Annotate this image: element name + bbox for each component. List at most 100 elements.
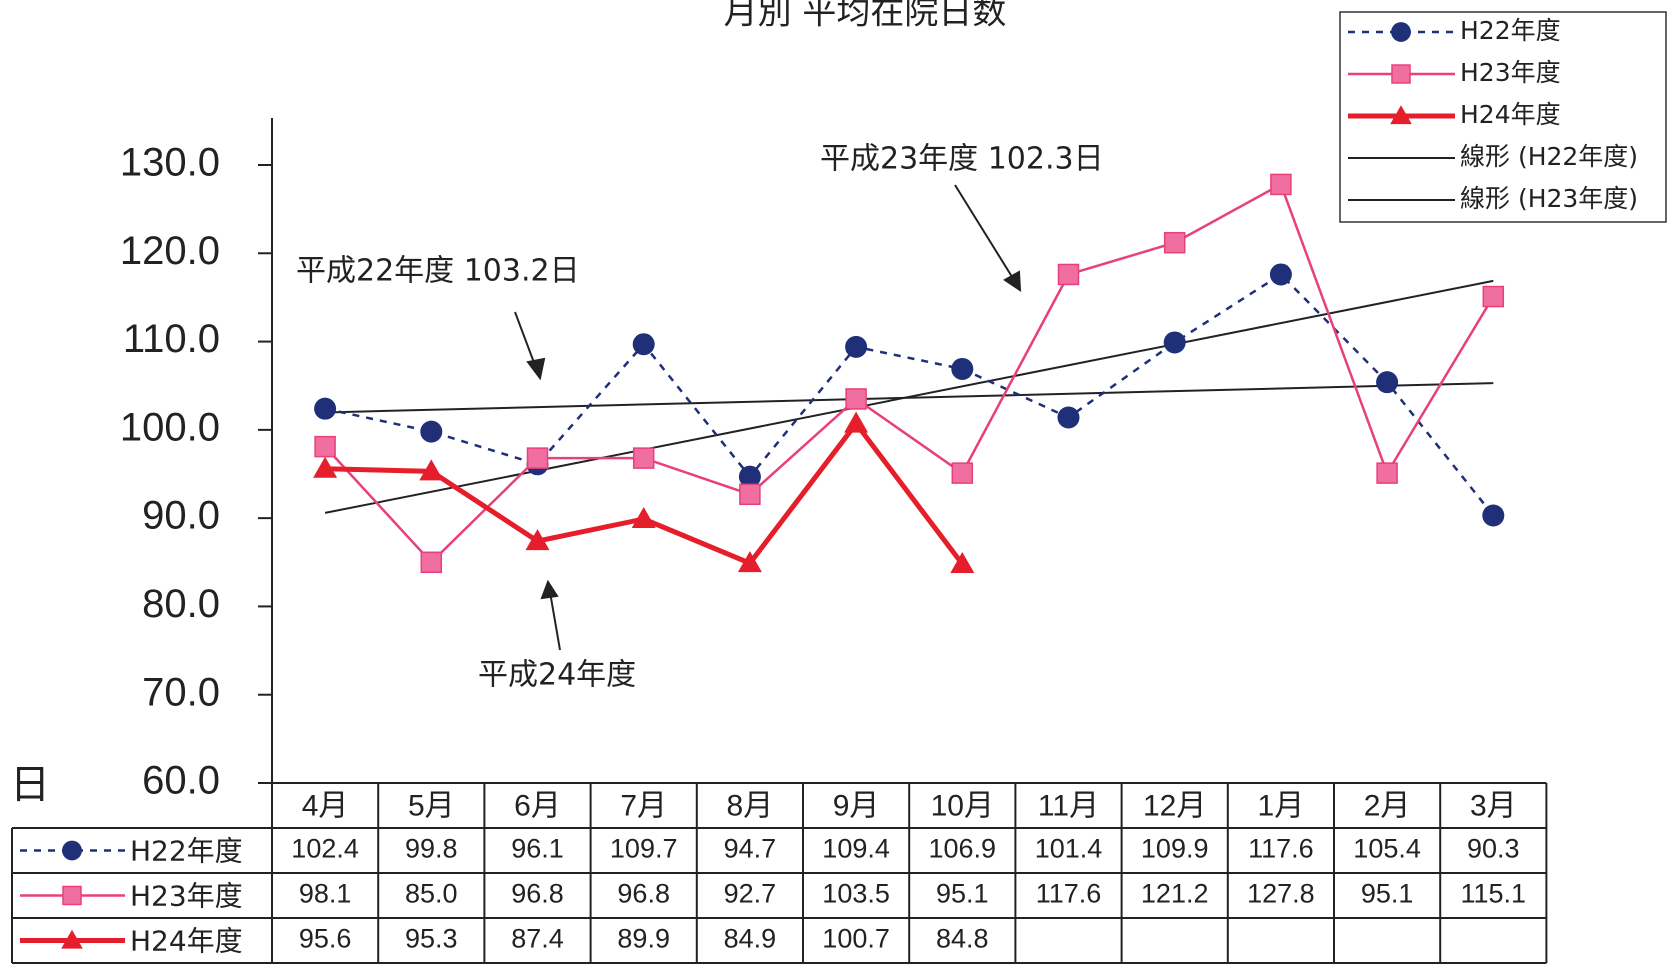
point	[314, 397, 337, 420]
row-label: H23年度	[130, 880, 243, 913]
point	[1376, 462, 1398, 484]
table-cell: 117.6	[1248, 834, 1314, 864]
table-cell: 105.4	[1353, 834, 1421, 864]
legend-label: 線形 (H22年度)	[1460, 142, 1638, 171]
table-cell: 95.1	[1361, 879, 1414, 909]
table-cell: 95.3	[405, 924, 458, 954]
table-cell: 96.8	[511, 879, 564, 909]
row-label: H24年度	[130, 925, 243, 958]
point	[737, 551, 762, 573]
point	[632, 333, 655, 356]
series-line	[324, 272, 1495, 517]
table-cell: 90.3	[1467, 834, 1520, 864]
point	[950, 552, 975, 574]
annotation: 平成23年度 102.3日	[820, 142, 1104, 177]
table-cell: 92.7	[724, 879, 777, 909]
point	[62, 885, 82, 906]
x-tick-label: 3月	[1470, 789, 1517, 822]
y-tick-label: 90.0	[142, 494, 220, 538]
x-tick-label: 10月	[931, 789, 994, 822]
point	[845, 388, 867, 410]
point	[951, 462, 974, 484]
point	[1482, 504, 1505, 527]
table-cell: 109.7	[610, 834, 678, 864]
y-tick-label: 120.0	[120, 229, 220, 273]
y-tick-label: 130.0	[120, 141, 220, 185]
x-tick-label: 2月	[1364, 789, 1411, 822]
table-cell: 96.1	[511, 834, 564, 864]
point	[419, 459, 444, 481]
x-tick-label: 12月	[1143, 789, 1206, 822]
point	[313, 456, 338, 478]
table-cell: 101.4	[1035, 834, 1103, 864]
arrow	[549, 591, 561, 651]
point	[526, 447, 549, 469]
point	[1482, 285, 1505, 308]
y-tick-label: 70.0	[142, 670, 220, 714]
table-cell: 96.8	[617, 879, 670, 909]
x-tick-label: 7月	[620, 789, 667, 822]
point	[420, 420, 443, 443]
annotation: 平成22年度 103.2日	[296, 254, 580, 289]
arrow-head	[1003, 270, 1022, 292]
annotation: 平成24年度	[478, 658, 636, 693]
point	[1163, 331, 1186, 354]
table-cell: 127.8	[1247, 879, 1315, 909]
table-cell: 94.7	[724, 834, 777, 864]
y-tick-label: 80.0	[142, 582, 220, 626]
table-cell: 103.5	[822, 879, 890, 909]
table-cell: 84.9	[724, 924, 777, 954]
point	[631, 507, 656, 529]
x-tick-label: 4月	[302, 789, 349, 822]
point	[632, 447, 655, 469]
table-cell: 100.7	[822, 924, 890, 954]
table-cell: 106.9	[929, 834, 997, 864]
x-tick-label: 8月	[727, 789, 774, 822]
arrow	[954, 184, 1015, 281]
table-cell: 87.4	[511, 924, 564, 954]
x-tick-label: 5月	[408, 789, 455, 822]
y-tick-label: 110.0	[123, 317, 220, 361]
x-tick-label: 11月	[1038, 789, 1099, 822]
chart-title: 月別 平均在院日数	[724, 0, 1007, 33]
point	[1057, 263, 1080, 286]
point	[1376, 371, 1399, 394]
table-cell: 95.6	[299, 924, 352, 954]
arrows	[514, 184, 1022, 651]
arrow-head	[526, 357, 546, 381]
point	[1163, 231, 1186, 254]
x-tick-label: 1月	[1258, 789, 1305, 822]
point	[1390, 105, 1412, 125]
table-cell: 121.2	[1141, 879, 1209, 909]
point	[420, 551, 443, 574]
point	[1270, 173, 1292, 196]
point	[845, 335, 868, 358]
series-line	[324, 182, 1495, 565]
y-unit: 日	[10, 762, 50, 808]
point	[525, 529, 550, 551]
table-cell: 84.8	[936, 924, 989, 954]
point	[1391, 22, 1411, 42]
point	[1057, 406, 1080, 429]
table-cell: 117.6	[1036, 879, 1102, 909]
table-cell: 109.4	[822, 834, 890, 864]
arrow	[514, 311, 537, 369]
point	[61, 929, 83, 949]
arrow-head	[540, 579, 559, 600]
table-cell: 98.1	[299, 879, 352, 909]
table-cell: 99.8	[405, 834, 458, 864]
x-tick-label: 6月	[514, 789, 561, 822]
y-tick-label: 60.0	[142, 759, 220, 803]
legend-label: H24年度	[1460, 100, 1561, 129]
point	[314, 435, 336, 458]
point	[1269, 263, 1292, 286]
point	[844, 411, 869, 433]
row-label: H22年度	[130, 835, 243, 868]
table-cell: 95.1	[936, 879, 989, 909]
trend-line	[324, 279, 1494, 514]
table-cell: 85.0	[405, 879, 458, 909]
legend-label: H23年度	[1460, 58, 1561, 87]
point	[62, 840, 82, 861]
point	[738, 465, 761, 488]
